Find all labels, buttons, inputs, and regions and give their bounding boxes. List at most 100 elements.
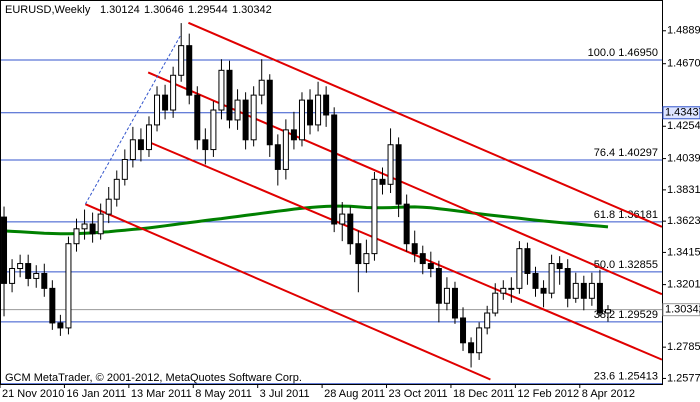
candle-body [298,99,305,141]
y-tick-label: 1.42540 [667,120,700,132]
x-tick-label: 21 Nov 2010 [2,388,64,400]
candle-body [9,268,16,284]
x-tick-label: 18 Dec 2011 [453,388,515,400]
candle-body [178,45,185,76]
x-tick-label: 8 Apr 2012 [582,388,635,400]
watermark: GCM MetaTrader, © 2001-2012, MetaQuotes … [5,372,302,384]
candle-body [89,223,96,235]
trendline [84,203,491,381]
x-tick-label: 16 Jan 2011 [66,388,126,400]
candle-body [532,272,539,289]
candle-body [395,144,402,205]
candle-body [121,158,128,180]
price-label-box [662,106,700,120]
y-tick-label: 1.32010 [667,279,700,291]
y-tick-label: 1.48890 [667,25,700,37]
candle-body [564,268,571,299]
candle-body [242,99,249,141]
candle-body [73,228,80,245]
x-tick-label: 13 Mar 2011 [131,388,192,400]
candle-body [282,129,289,170]
candle-body [460,317,467,344]
fib-label: 38.2 1.29529 [594,309,658,321]
candle-body [113,178,120,200]
candle-body [347,213,354,245]
y-tick-label: 1.36230 [667,215,700,227]
candle-body [379,178,386,185]
candle-body [17,263,24,270]
x-tick-label: 8 May 2011 [195,388,252,400]
candle-body [500,287,507,294]
candle-body [371,178,378,255]
candle-body [363,253,370,265]
candle-body [162,94,169,111]
candle-body [580,282,587,299]
candle-body [33,272,40,279]
candle-body [524,248,531,274]
candle-body [290,129,297,141]
candle-body [210,109,217,151]
candle-body [218,69,225,111]
candle-body [516,248,523,289]
y-tick-label: 1.38310 [667,184,700,196]
candle-body [492,292,499,314]
fib-label: 76.4 1.40297 [594,147,658,159]
candle-body [25,263,32,279]
candle-body [274,144,281,170]
x-tick-label: 3 Jul 2011 [260,388,310,400]
candle-body [419,253,426,265]
candle-body [226,69,233,121]
candle-body [266,79,273,146]
candle-body [202,139,209,151]
candle-body [484,312,491,329]
candle-body [411,243,418,255]
header-low: 1.29544 [188,4,228,16]
fib-label: 23.6 1.25413 [594,371,658,383]
candle-body [41,272,48,289]
candle-body [170,74,177,111]
candle-body [588,282,595,299]
candle-body [540,287,547,294]
candle-body [339,213,346,225]
candle-body [1,216,8,284]
candle-body [604,309,611,314]
candle-body [468,342,475,354]
candle-body [145,124,152,151]
candle-body [323,94,330,116]
header-open: 1.30124 [100,4,140,16]
chart-title: EURUSD,Weekly [5,4,91,16]
candle-body [57,322,64,329]
candle-body [508,287,515,290]
candle-body [307,99,314,126]
candle-body [234,99,241,121]
candle-body [81,223,88,230]
price-label: 1.30342 [665,304,700,316]
y-tick-label: 1.25770 [667,372,700,384]
candle-body [315,94,322,126]
fib-label: 100.0 1.46950 [588,47,658,59]
candle-body [548,263,555,294]
price-label-box [662,303,700,317]
trendline [147,140,662,361]
header-high: 1.30646 [144,4,184,16]
candle-body [129,139,136,160]
fib-label: 50.0 1.32855 [594,259,658,271]
candle-body [137,139,144,151]
y-tick-label: 1.34150 [667,246,700,258]
x-tick-label: 23 Oct 2011 [389,388,448,400]
candle-body [258,79,265,96]
candle-body [105,198,112,215]
candle-body [49,287,56,324]
trendline [147,71,662,296]
y-tick-label: 1.46700 [667,58,700,70]
candle-body [596,282,603,314]
candle-body [435,268,442,304]
trendline [188,21,662,228]
header-close: 1.30342 [232,4,272,16]
candle-body [186,45,193,96]
candle-body [443,287,450,304]
candle-body [387,144,394,185]
